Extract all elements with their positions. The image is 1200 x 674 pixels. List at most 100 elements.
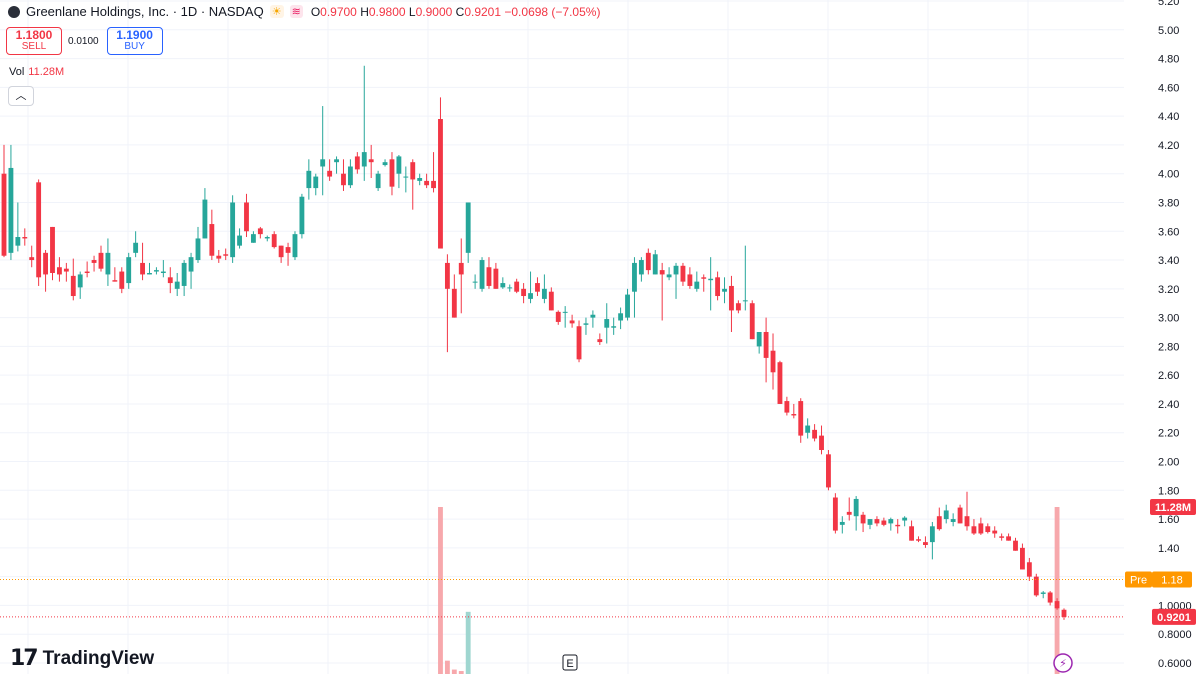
candle-body — [126, 257, 132, 284]
candle — [805, 418, 811, 439]
candle — [334, 156, 339, 174]
sell-label: SELL — [21, 41, 47, 52]
candle-body — [50, 226, 55, 273]
wave-icon[interactable]: ≋ — [289, 5, 303, 18]
candle-body — [237, 235, 242, 246]
candle — [507, 284, 513, 292]
candle — [618, 307, 624, 330]
candle-body — [174, 281, 180, 289]
candle-body — [812, 429, 818, 439]
chart-header: Greenlane Holdings, Inc. · 1D · NASDAQ ☀… — [8, 4, 600, 19]
buy-button[interactable]: 1.1900 BUY — [106, 27, 163, 55]
candle-body — [625, 294, 630, 318]
candle-body — [770, 350, 776, 373]
candle — [839, 516, 845, 534]
change-value: −0.0698 (−7.05%) — [504, 4, 601, 19]
candle-body — [521, 288, 527, 297]
candle — [216, 249, 222, 263]
candle — [826, 450, 831, 491]
sell-button[interactable]: 1.1800 SELL — [6, 27, 62, 55]
candle — [784, 396, 790, 416]
candle — [909, 520, 915, 541]
candle-body — [666, 274, 672, 278]
candle — [465, 202, 471, 263]
candle-body — [444, 262, 450, 289]
candle — [763, 317, 769, 383]
price-axis[interactable]: 0.60000.80001.00001.201.401.601.802.002.… — [1125, 0, 1196, 670]
volume-value: 11.28M — [28, 66, 65, 78]
candle — [715, 271, 721, 301]
pre-market-price-label: 1.18 — [1161, 575, 1182, 587]
pre-market-price-tag — [1152, 571, 1192, 588]
candle — [354, 152, 360, 174]
candle-body — [431, 180, 436, 189]
collapse-legend-button[interactable]: ︿ — [8, 86, 34, 106]
candle-body — [999, 536, 1005, 538]
price-tick-label: 0.6000 — [1158, 658, 1192, 670]
candle-body — [188, 257, 194, 272]
price-tick-label: 3.20 — [1158, 284, 1179, 296]
candle-body — [1, 173, 7, 256]
candle-body — [500, 283, 506, 288]
candle-body — [410, 162, 416, 180]
candle-body — [1026, 562, 1032, 577]
candle — [812, 424, 818, 442]
candle — [611, 317, 617, 335]
volume-bar — [444, 660, 450, 674]
candle — [29, 245, 35, 268]
candle — [548, 287, 554, 311]
pre-market-label: Pre — [1130, 575, 1147, 587]
candle-body — [8, 167, 14, 253]
candle — [895, 519, 901, 534]
candle — [576, 320, 582, 363]
open-value: 0.9700 — [320, 4, 357, 19]
candle-body — [881, 520, 887, 525]
candle-body — [576, 326, 582, 360]
candle-body — [541, 288, 547, 299]
candle — [541, 274, 547, 304]
candle — [500, 277, 506, 289]
close-value: 0.9201 — [464, 4, 502, 19]
candle-body — [334, 159, 339, 163]
candle-body — [29, 257, 35, 261]
candle-body — [874, 519, 880, 524]
candle — [458, 238, 464, 314]
high-value: 0.9800 — [368, 4, 406, 19]
candle — [964, 491, 970, 531]
sell-price: 1.1800 — [15, 28, 53, 42]
candle-body — [438, 119, 443, 249]
candle — [306, 159, 312, 200]
candle-body — [888, 519, 894, 524]
candle-body — [846, 511, 852, 515]
candle-body — [250, 234, 256, 243]
price-tick-label: 3.80 — [1158, 197, 1179, 209]
tradingview-wordmark: TradingView — [42, 647, 155, 669]
candle-body — [285, 247, 291, 253]
candle — [438, 97, 443, 249]
candle — [652, 249, 658, 275]
candle — [493, 262, 499, 289]
earnings-marker-label: E — [566, 658, 573, 670]
candle-body — [645, 252, 651, 271]
candle-body — [943, 510, 949, 520]
candle — [971, 519, 977, 535]
candle-body — [569, 320, 575, 324]
price-tick-label: 1.40 — [1158, 543, 1179, 555]
candle-body — [167, 277, 173, 284]
sun-icon[interactable]: ☀ — [269, 5, 284, 18]
candle — [278, 245, 284, 263]
symbol-title[interactable]: Greenlane Holdings, Inc. · 1D · NASDAQ — [26, 4, 264, 19]
tradingview-logo[interactable]: 17 TradingView — [10, 646, 154, 671]
candle — [1061, 608, 1067, 620]
candle-body — [278, 245, 284, 258]
chart-markers: E ⚡ — [562, 653, 1073, 673]
candle — [472, 274, 478, 289]
price-tick-label: 2.80 — [1158, 341, 1179, 353]
candle — [70, 258, 76, 301]
candle — [112, 267, 118, 282]
volume-legend[interactable]: Vol 11.28M — [9, 66, 64, 78]
candle-body — [535, 283, 540, 292]
candle-body — [77, 274, 83, 288]
candle-body — [133, 242, 139, 253]
